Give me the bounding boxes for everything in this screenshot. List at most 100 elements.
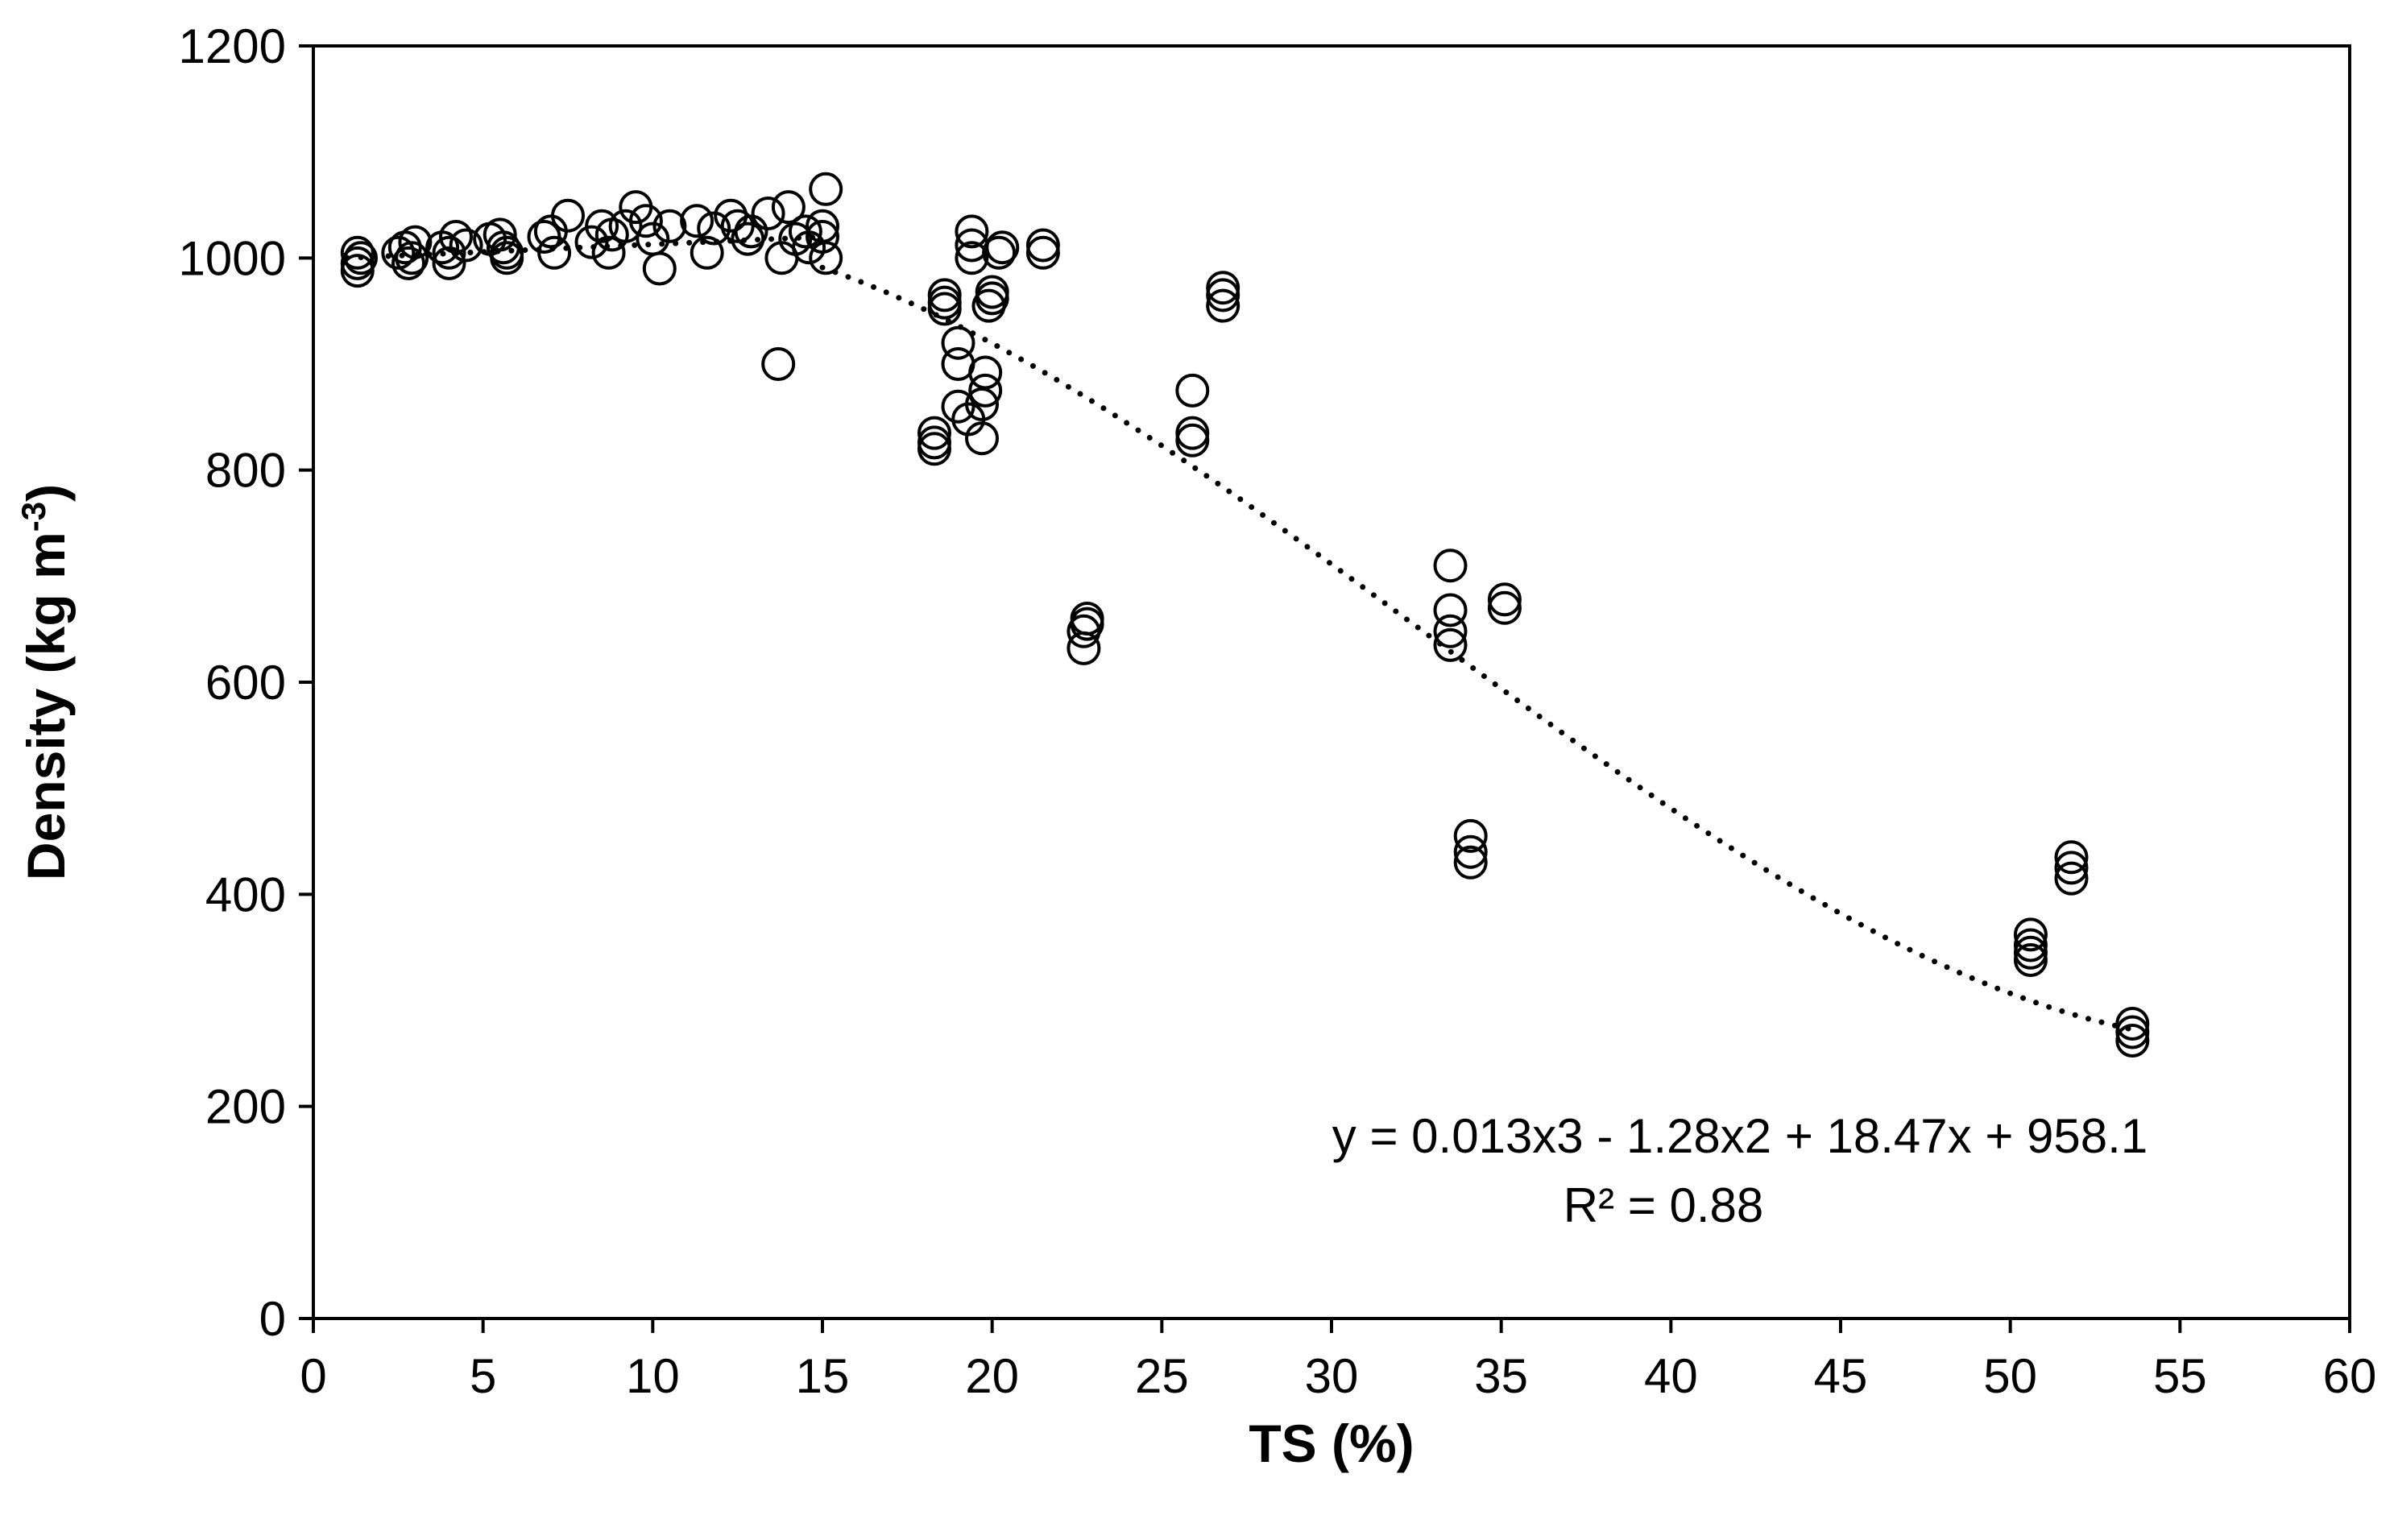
data-point [1206,271,1240,305]
data-point [398,225,433,259]
data-point [2054,851,2089,885]
data-point [941,389,975,424]
x-tick-label: 20 [965,1349,1019,1403]
data-point [1453,845,1488,880]
x-tick-label: 40 [1644,1349,1698,1403]
data-point [2013,943,2048,977]
data-point [2013,917,2048,952]
trendline-path [819,264,2132,1032]
data-point [1175,423,1210,457]
data-point [809,172,843,206]
data-point [1025,228,1060,263]
data-point [809,241,843,275]
r-squared-label: R² = 0.88 [1564,1178,1763,1232]
data-point [1070,602,1104,635]
y-axis-title-close: ) [16,484,76,502]
data-point [537,235,572,270]
data-point [490,241,524,275]
x-tick-label: 0 [300,1349,326,1403]
data-point [344,241,378,275]
data-point [1175,416,1210,450]
data-point [2115,1024,2150,1058]
data-point [432,246,466,280]
data-point [439,220,473,254]
data-point [1453,818,1488,853]
data-point [968,373,1003,408]
y-tick-label: 1000 [179,231,286,285]
trendline [344,234,2132,1032]
data-point [1175,373,1210,408]
x-tick-label: 30 [1305,1349,1359,1403]
data-point [917,416,951,450]
data-point [652,209,687,243]
y-tick-label: 400 [205,867,286,921]
data-point [642,251,677,286]
data-point [483,217,517,252]
data-point [734,214,768,249]
y-axis-title: Density (kg m-3) [14,484,76,880]
data-point [2115,1015,2150,1049]
x-axis-ticks: 0 5 10 15 20 25 30 35 40 45 50 55 60 [300,1319,2376,1403]
data-point [340,235,375,270]
data-point [1025,235,1060,270]
data-point [395,241,429,275]
data-point [771,190,806,225]
data-point [975,275,1009,309]
y-axis-title-main: Density (kg m [16,532,76,880]
data-points [340,172,2150,1058]
data-point [381,235,416,270]
y-tick-label: 800 [205,444,286,498]
data-point [788,214,822,249]
data-point [1453,834,1488,869]
data-point [1433,549,1468,583]
x-tick-label: 60 [2323,1349,2377,1403]
data-point [927,278,962,313]
data-point [591,235,626,270]
data-point [941,325,975,360]
data-point [533,214,568,249]
data-point [1487,590,1522,625]
data-point [628,204,663,238]
data-point [1487,582,1522,617]
data-point [585,209,619,243]
data-point [340,254,375,288]
data-point [1206,278,1240,313]
x-tick-label: 45 [1814,1349,1868,1403]
data-point [2054,861,2089,896]
data-point [985,230,1020,265]
data-point [1433,627,1468,662]
y-axis-ticks: 0 200 400 600 800 1000 1200 [179,19,313,1346]
data-point [982,235,1017,270]
data-point [955,241,989,275]
data-point [608,209,643,243]
data-point [806,220,839,254]
data-point [2013,928,2048,962]
y-tick-label: 200 [205,1080,286,1134]
data-point [968,355,1003,390]
data-point [965,421,999,456]
data-point [927,285,962,320]
trendline-equation: y = 0.013x3 - 1.28x2 + 18.47x + 958.1 [1332,1109,2148,1163]
data-point [955,214,989,249]
y-tick-label: 600 [205,656,286,710]
data-point [2054,840,2089,875]
x-tick-label: 55 [2153,1349,2207,1403]
data-point [680,204,714,238]
x-tick-label: 5 [470,1349,496,1403]
x-axis-title: TS (%) [1249,1414,1414,1473]
data-point [690,235,724,270]
data-point [432,235,466,270]
data-point [1206,288,1240,323]
y-tick-label: 1200 [179,19,286,73]
x-tick-label: 15 [796,1349,850,1403]
x-tick-label: 25 [1135,1349,1189,1403]
data-point [449,228,483,263]
data-point [551,198,585,233]
data-point [697,211,731,246]
x-tick-label: 50 [1983,1349,2037,1403]
data-point [1433,593,1468,627]
data-point [761,347,796,381]
data-point [1433,614,1468,648]
y-tick-label: 0 [259,1292,286,1346]
